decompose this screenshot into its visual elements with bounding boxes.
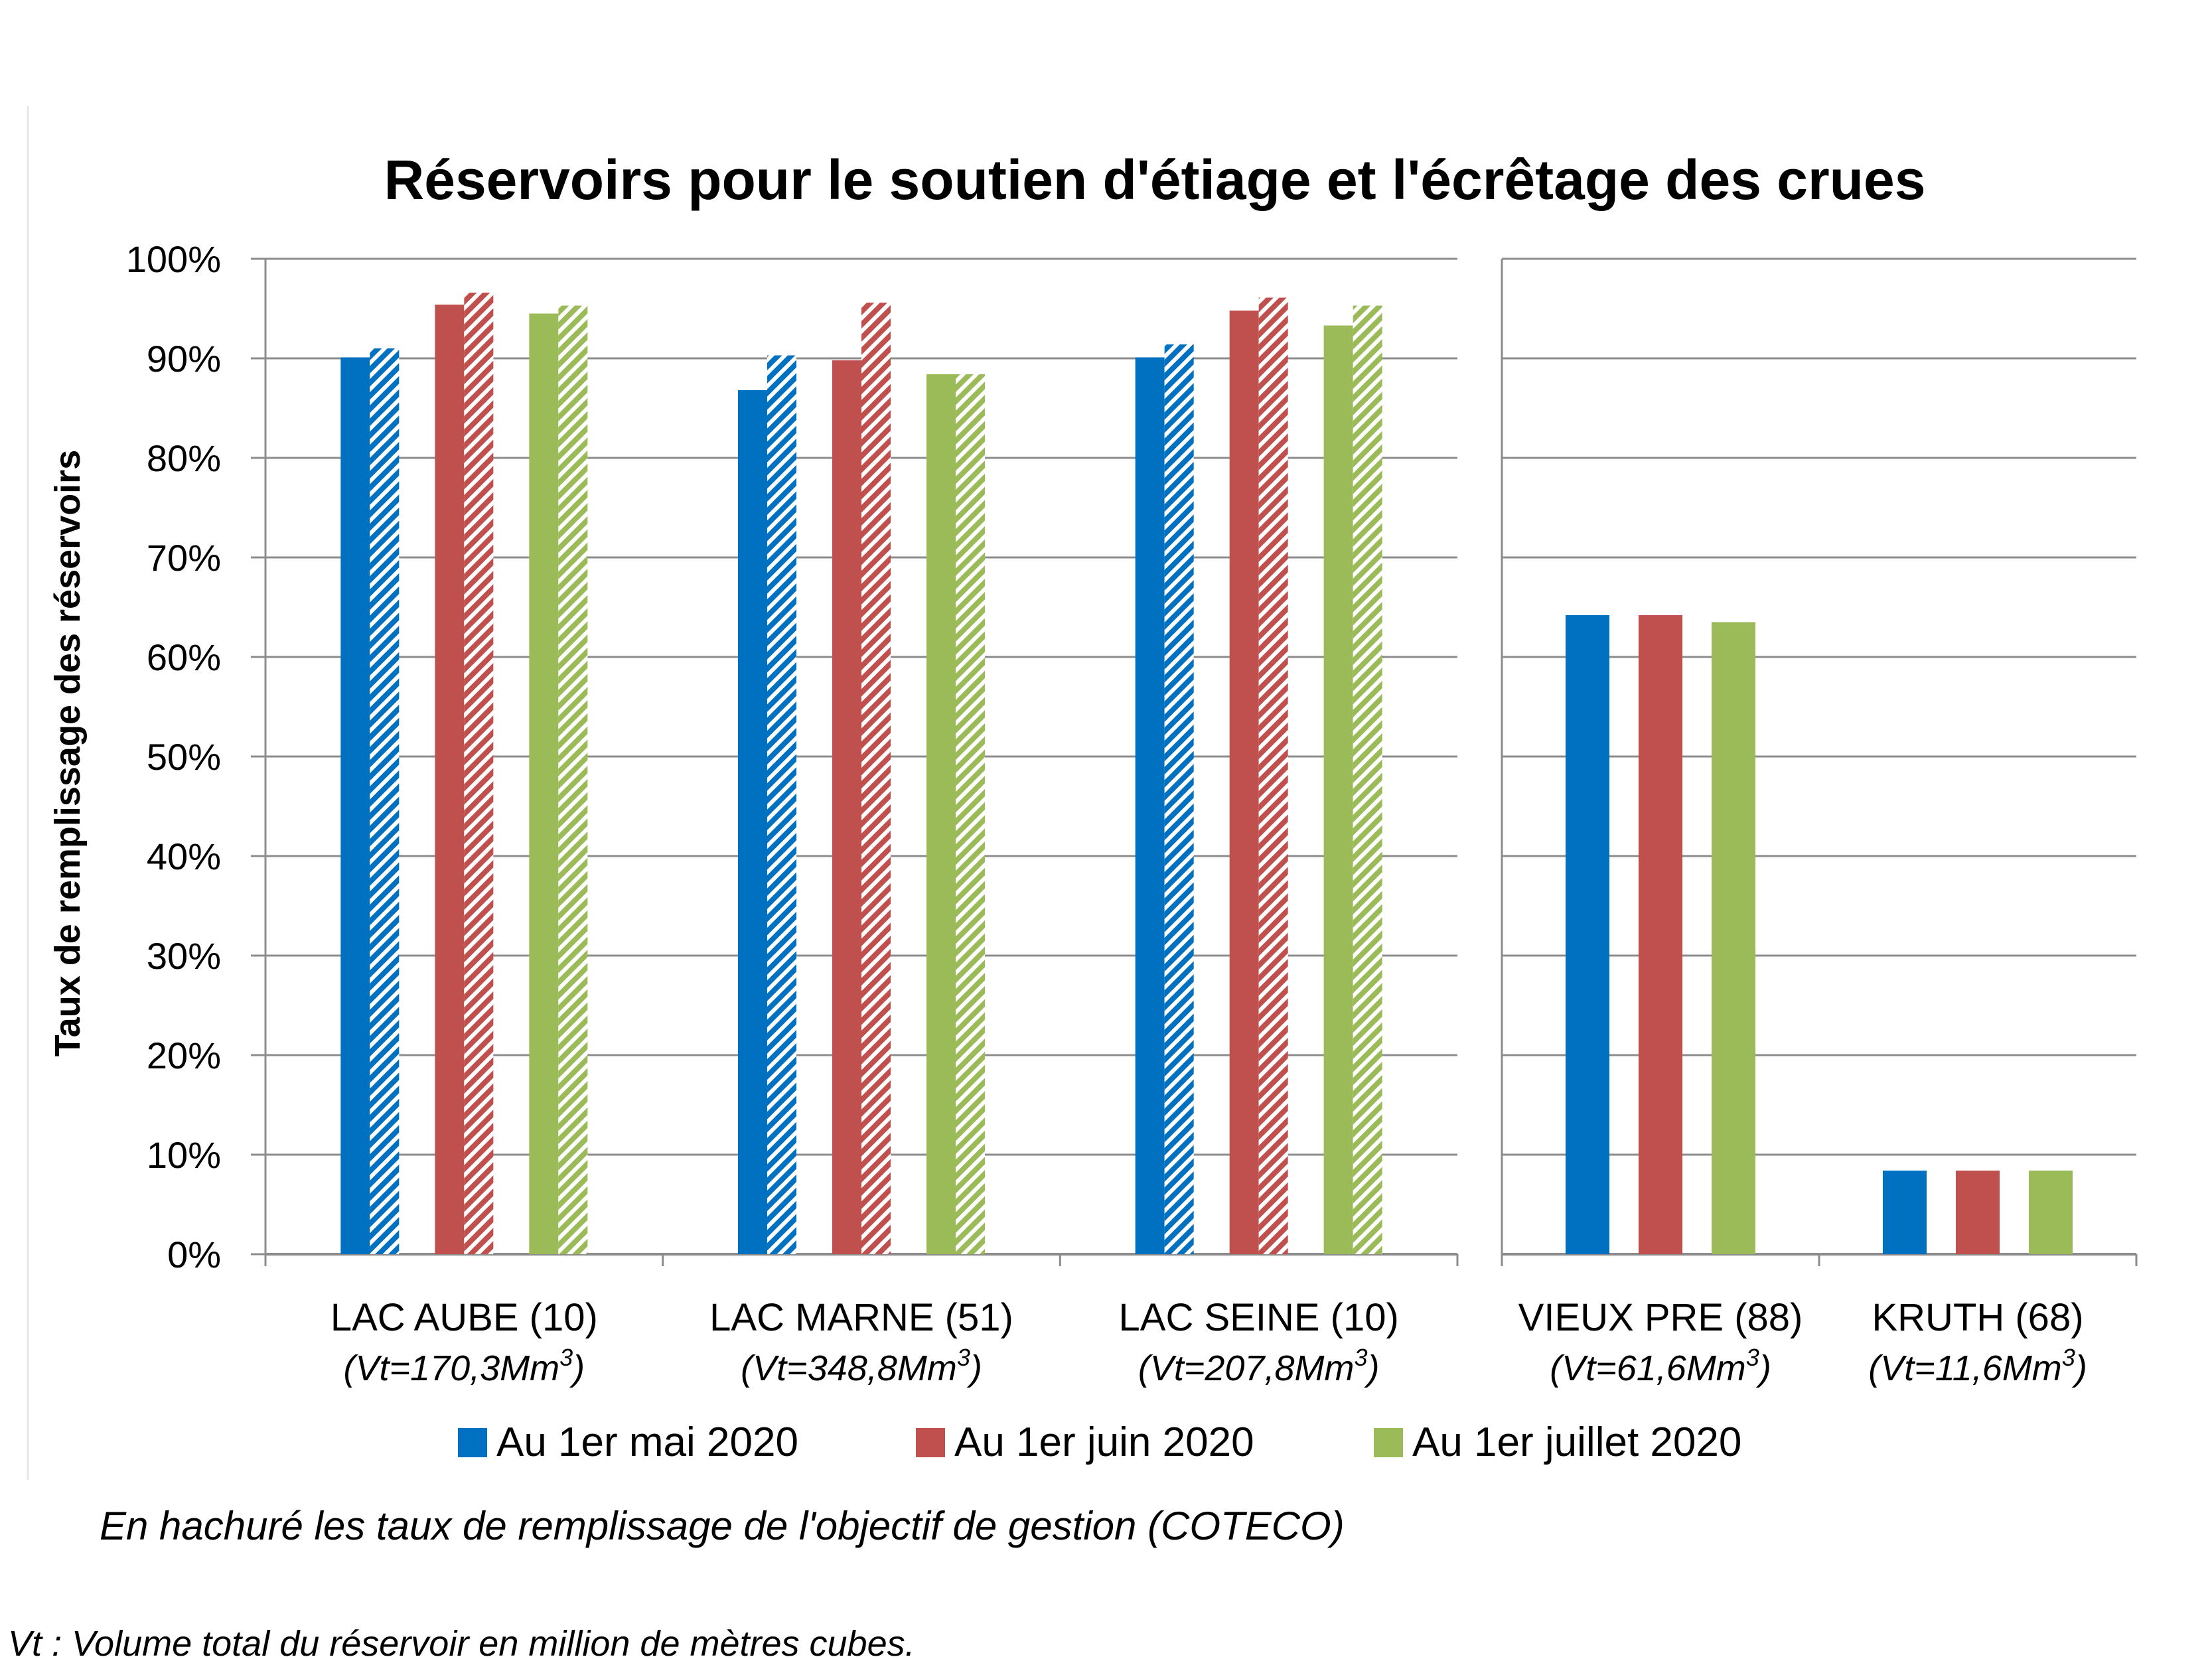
y-tick-label: 40%: [147, 835, 221, 877]
bar-actual: [1135, 357, 1165, 1254]
bar-actual: [832, 360, 861, 1254]
x-category-label: VIEUX PRE (88): [1518, 1296, 1803, 1339]
bars: [340, 293, 2073, 1254]
bar-actual: [1639, 615, 1682, 1254]
x-axis-labels: LAC AUBE (10) (Vt=170,3Mm3) LAC MARNE (51)…: [331, 1296, 2087, 1388]
bar-actual: [1956, 1171, 2000, 1254]
x-category-label: KRUTH (68): [1872, 1296, 2083, 1339]
bar-objective: [464, 293, 494, 1254]
bar-actual: [1566, 615, 1609, 1254]
x-category-volume: (Vt=207,8Mm3): [1138, 1344, 1380, 1388]
bar-objective: [370, 348, 400, 1254]
volume-note: Vt : Volume total du réservoir en millio…: [8, 1624, 915, 1659]
bar-actual: [1712, 622, 1755, 1254]
bar-actual: [2029, 1171, 2073, 1254]
y-tick-label: 20%: [147, 1035, 221, 1076]
bar-actual: [340, 357, 370, 1254]
legend: Au 1er mai 2020 Au 1er juin 2020 Au 1er ju…: [458, 1419, 1741, 1465]
legend-label: Au 1er juillet 2020: [1412, 1419, 1741, 1465]
y-tick-label: 100%: [126, 238, 221, 280]
legend-swatch: [916, 1428, 945, 1457]
bar-objective: [1164, 344, 1194, 1254]
x-category-label: LAC SEINE (10): [1119, 1296, 1399, 1339]
x-category-label: LAC AUBE (10): [331, 1296, 598, 1339]
y-tick-label: 50%: [147, 736, 221, 778]
legend-swatch: [1374, 1428, 1403, 1457]
hatch-note: En hachuré les taux de remplissage de l'…: [100, 1504, 1345, 1548]
bar-objective: [1258, 297, 1288, 1254]
bar-actual: [738, 390, 767, 1254]
y-tick-label: 90%: [147, 338, 221, 380]
bar-objective: [861, 303, 891, 1254]
y-tick-label: 30%: [147, 935, 221, 977]
x-category-volume: (Vt=170,3Mm3): [344, 1344, 585, 1388]
y-axis-label: Taux de remplissage des réservoirs: [48, 450, 88, 1056]
y-tick-label: 60%: [147, 636, 221, 678]
y-tick-label: 0%: [167, 1234, 221, 1275]
y-tick-label: 10%: [147, 1134, 221, 1176]
y-axis-ticks: 0% 10% 20% 30% 40% 50% 60% 70% 80% 90% 100%: [126, 238, 265, 1275]
bar-actual: [1883, 1171, 1927, 1254]
x-category-volume: (Vt=348,8Mm3): [741, 1344, 982, 1388]
bar-objective: [956, 374, 985, 1254]
legend-label: Au 1er juin 2020: [954, 1419, 1254, 1465]
bar-actual: [1323, 325, 1353, 1254]
bar-objective: [767, 355, 796, 1254]
y-tick-label: 80%: [147, 437, 221, 479]
bar-objective: [1353, 305, 1382, 1254]
x-category-volume: (Vt=11,6Mm3): [1868, 1344, 2087, 1388]
bar-objective: [558, 305, 588, 1254]
legend-swatch: [458, 1428, 487, 1457]
bar-actual: [435, 305, 465, 1254]
y-tick-label: 70%: [147, 537, 221, 579]
x-category-volume: (Vt=61,6Mm3): [1550, 1344, 1771, 1388]
legend-label: Au 1er mai 2020: [496, 1419, 798, 1465]
chart-title: Réservoirs pour le soutien d'étiage et l…: [384, 149, 1926, 211]
bar-actual: [1229, 311, 1259, 1254]
x-category-label: LAC MARNE (51): [709, 1296, 1013, 1339]
bar-actual: [926, 374, 956, 1254]
bar-actual: [529, 313, 559, 1254]
